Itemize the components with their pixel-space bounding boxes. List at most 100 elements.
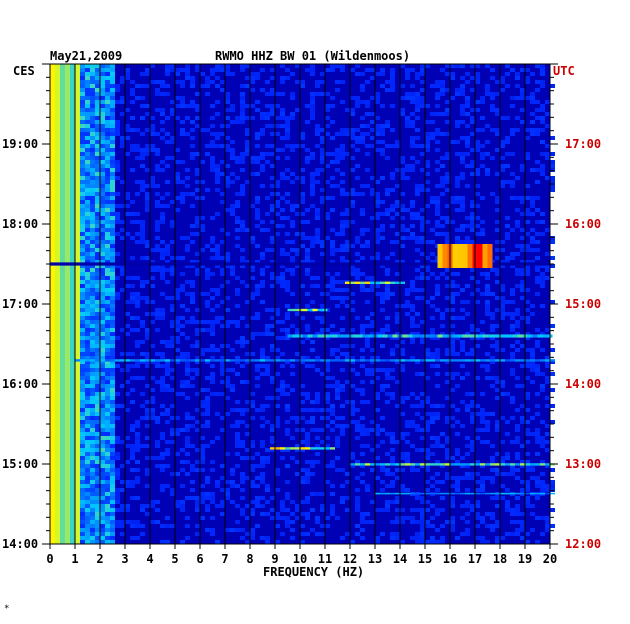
spectrogram-cell	[427, 334, 433, 338]
spectrogram-cell	[510, 128, 515, 132]
spectrogram-cell	[100, 68, 105, 72]
spectrogram-cell	[420, 276, 425, 280]
spectrogram-cell	[300, 80, 305, 84]
spectrogram-cell	[475, 344, 480, 348]
spectrogram-cell	[415, 216, 420, 220]
spectrogram-cell	[550, 404, 555, 408]
spectrogram-cell	[205, 496, 210, 500]
spectrogram-cell	[80, 360, 85, 364]
spectrogram-cell	[525, 260, 530, 264]
spectrogram-cell	[505, 452, 510, 456]
spectrogram-cell	[310, 400, 315, 404]
spectrogram-cell	[465, 72, 470, 76]
spectrogram-cell	[85, 380, 90, 384]
spectrogram-cell	[290, 240, 295, 244]
spectrogram-cell	[110, 300, 115, 304]
spectrogram-cell	[300, 448, 305, 452]
spectrogram-cell	[435, 336, 440, 340]
spectrogram-cell	[300, 428, 305, 432]
spectrogram-cell	[400, 468, 405, 472]
spectrogram-cell	[90, 216, 95, 220]
spectrogram-cell	[115, 364, 120, 368]
spectrogram-cell	[475, 144, 480, 148]
spectrogram-cell	[155, 168, 160, 172]
spectrogram-cell	[100, 484, 105, 488]
spectrogram-cell	[270, 276, 275, 280]
spectrogram-cell	[525, 464, 530, 468]
spectrogram-cell	[312, 334, 318, 338]
spectrogram-cell	[510, 68, 515, 72]
spectrogram-cell	[495, 268, 500, 272]
spectrogram-cell	[110, 272, 115, 276]
spectrogram-cell	[85, 108, 90, 112]
spectrogram-cell	[430, 328, 435, 332]
spectrogram-cell	[440, 224, 445, 228]
spectrogram-cell	[310, 460, 315, 464]
spectrogram-cell	[110, 324, 115, 328]
spectrogram-cell	[105, 468, 110, 472]
spectrogram-cell	[150, 144, 155, 148]
spectrogram-cell	[500, 296, 505, 300]
spectrogram-cell	[525, 332, 530, 336]
spectrogram-cell	[185, 436, 190, 440]
spectrogram-cell	[120, 288, 125, 292]
spectrogram-cell	[115, 508, 120, 512]
spectrogram-cell	[400, 204, 405, 208]
spectrogram-cell	[435, 308, 440, 312]
spectrogram-cell	[90, 312, 95, 316]
spectrogram-cell	[90, 324, 95, 328]
spectrogram-cell	[265, 404, 270, 408]
spectrogram-cell	[400, 340, 405, 344]
spectrogram-cell	[110, 472, 115, 476]
utc-timezone-label: UTC	[553, 64, 575, 78]
spectrogram-cell	[190, 292, 195, 296]
spectrogram-cell	[95, 268, 100, 272]
spectrogram-cell	[350, 344, 355, 348]
spectrogram-cell	[355, 140, 360, 144]
spectrogram-cell	[545, 432, 550, 436]
spectrogram-cell	[265, 512, 270, 516]
spectrogram-cell	[240, 412, 245, 416]
spectrogram-cell	[525, 460, 530, 464]
spectrogram-cell	[350, 408, 355, 412]
spectrogram-cell	[307, 308, 313, 312]
spectrogram-cell	[535, 436, 540, 440]
spectrogram-cell	[495, 348, 500, 352]
spectrogram-cell	[95, 432, 100, 436]
spectrogram-cell	[515, 428, 520, 432]
spectrogram-cell	[420, 336, 425, 340]
spectrogram-cell	[435, 508, 440, 512]
spectrogram-cell	[155, 444, 160, 448]
spectrogram-cell	[255, 196, 260, 200]
spectrogram-cell	[515, 72, 520, 76]
spectrogram-cell	[380, 104, 385, 108]
spectrogram-cell	[120, 404, 125, 408]
spectrogram-cell	[240, 364, 245, 368]
spectrogram-cell	[205, 76, 210, 80]
spectrogram-cell	[205, 84, 210, 88]
spectrogram-cell	[300, 176, 305, 180]
spectrogram-cell	[100, 280, 105, 284]
spectrogram-cell	[285, 312, 290, 316]
spectrogram-cell	[440, 316, 445, 320]
spectrogram-cell	[500, 80, 505, 84]
spectrogram-cell	[130, 468, 135, 472]
spectrogram-cell	[435, 288, 440, 292]
spectrogram-cell	[375, 396, 380, 400]
spectrogram-cell	[410, 516, 415, 520]
spectrogram-cell	[305, 304, 310, 308]
spectrogram-cell	[110, 320, 115, 324]
spectrogram-cell	[525, 244, 530, 248]
spectrogram-cell	[80, 180, 85, 184]
spectrogram-cell	[525, 504, 530, 508]
spectrogram-cell	[185, 380, 190, 384]
spectrogram-cell	[240, 536, 245, 540]
spectrogram-cell	[125, 324, 130, 328]
spectrogram-cell	[300, 524, 305, 528]
spectrogram-cell	[515, 528, 520, 532]
spectrogram-cell	[385, 328, 390, 332]
spectrogram-cell	[145, 280, 150, 284]
spectrogram-cell	[290, 272, 295, 276]
spectrogram-cell	[180, 284, 185, 288]
spectrogram-cell	[105, 132, 110, 136]
